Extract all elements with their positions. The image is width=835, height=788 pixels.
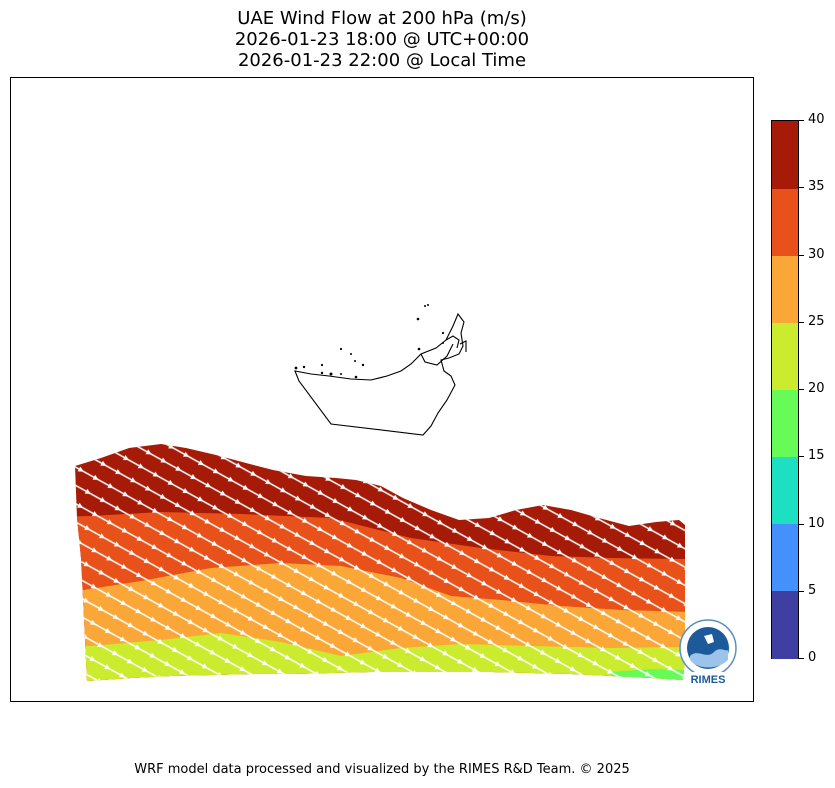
rimes-logo: RIMES bbox=[679, 619, 737, 686]
colorbar-segment bbox=[772, 389, 798, 458]
colorbar-tick bbox=[799, 389, 804, 390]
colorbar-tick-label: 5 bbox=[808, 583, 817, 598]
title-line-2: 2026-01-23 18:00 @ UTC+00:00 bbox=[234, 29, 530, 50]
colorbar-tick bbox=[799, 658, 804, 659]
wind-arrows bbox=[75, 444, 685, 681]
colorbar-tick-label: 25 bbox=[808, 314, 825, 329]
colorbar-segment bbox=[772, 121, 798, 189]
colorbar-segment bbox=[772, 322, 798, 390]
colorbar-tick-label: 20 bbox=[808, 381, 825, 396]
colorbar-tick bbox=[799, 456, 804, 457]
title-line-1: UAE Wind Flow at 200 hPa (m/s) bbox=[237, 8, 527, 29]
chart-title: UAE Wind Flow at 200 hPa (m/s) 2026-01-2… bbox=[10, 8, 754, 71]
colorbar-segment bbox=[772, 590, 798, 659]
colorbar-segment bbox=[772, 188, 798, 256]
uae-outline bbox=[294, 312, 467, 436]
colorbar bbox=[771, 120, 799, 659]
colorbar-tick-label: 15 bbox=[808, 448, 825, 463]
title-line-3: 2026-01-23 22:00 @ Local Time bbox=[237, 50, 527, 71]
colorbar-tick bbox=[799, 187, 804, 188]
map-canvas bbox=[75, 304, 685, 681]
colorbar-tick-label: 0 bbox=[808, 650, 817, 665]
logo-text: RIMES bbox=[691, 674, 726, 686]
colorbar-tick bbox=[799, 120, 804, 121]
colorbar-tick-label: 35 bbox=[808, 179, 825, 194]
footer-credit: WRF model data processed and visualized … bbox=[134, 762, 630, 777]
colorbar-segment bbox=[772, 255, 798, 323]
colorbar-tick bbox=[799, 591, 804, 592]
wind-field bbox=[75, 444, 685, 681]
colorbar-tick-label: 40 bbox=[808, 112, 825, 127]
uae-islands bbox=[294, 304, 445, 379]
colorbar-tick bbox=[799, 255, 804, 256]
colorbar-tick bbox=[799, 322, 804, 323]
colorbar-tick-label: 10 bbox=[808, 516, 825, 531]
colorbar-tick bbox=[799, 524, 804, 525]
colorbar-segment bbox=[772, 456, 798, 525]
map-panel bbox=[10, 77, 754, 702]
colorbar-segment bbox=[772, 523, 798, 592]
colorbar-tick-label: 30 bbox=[808, 247, 825, 262]
